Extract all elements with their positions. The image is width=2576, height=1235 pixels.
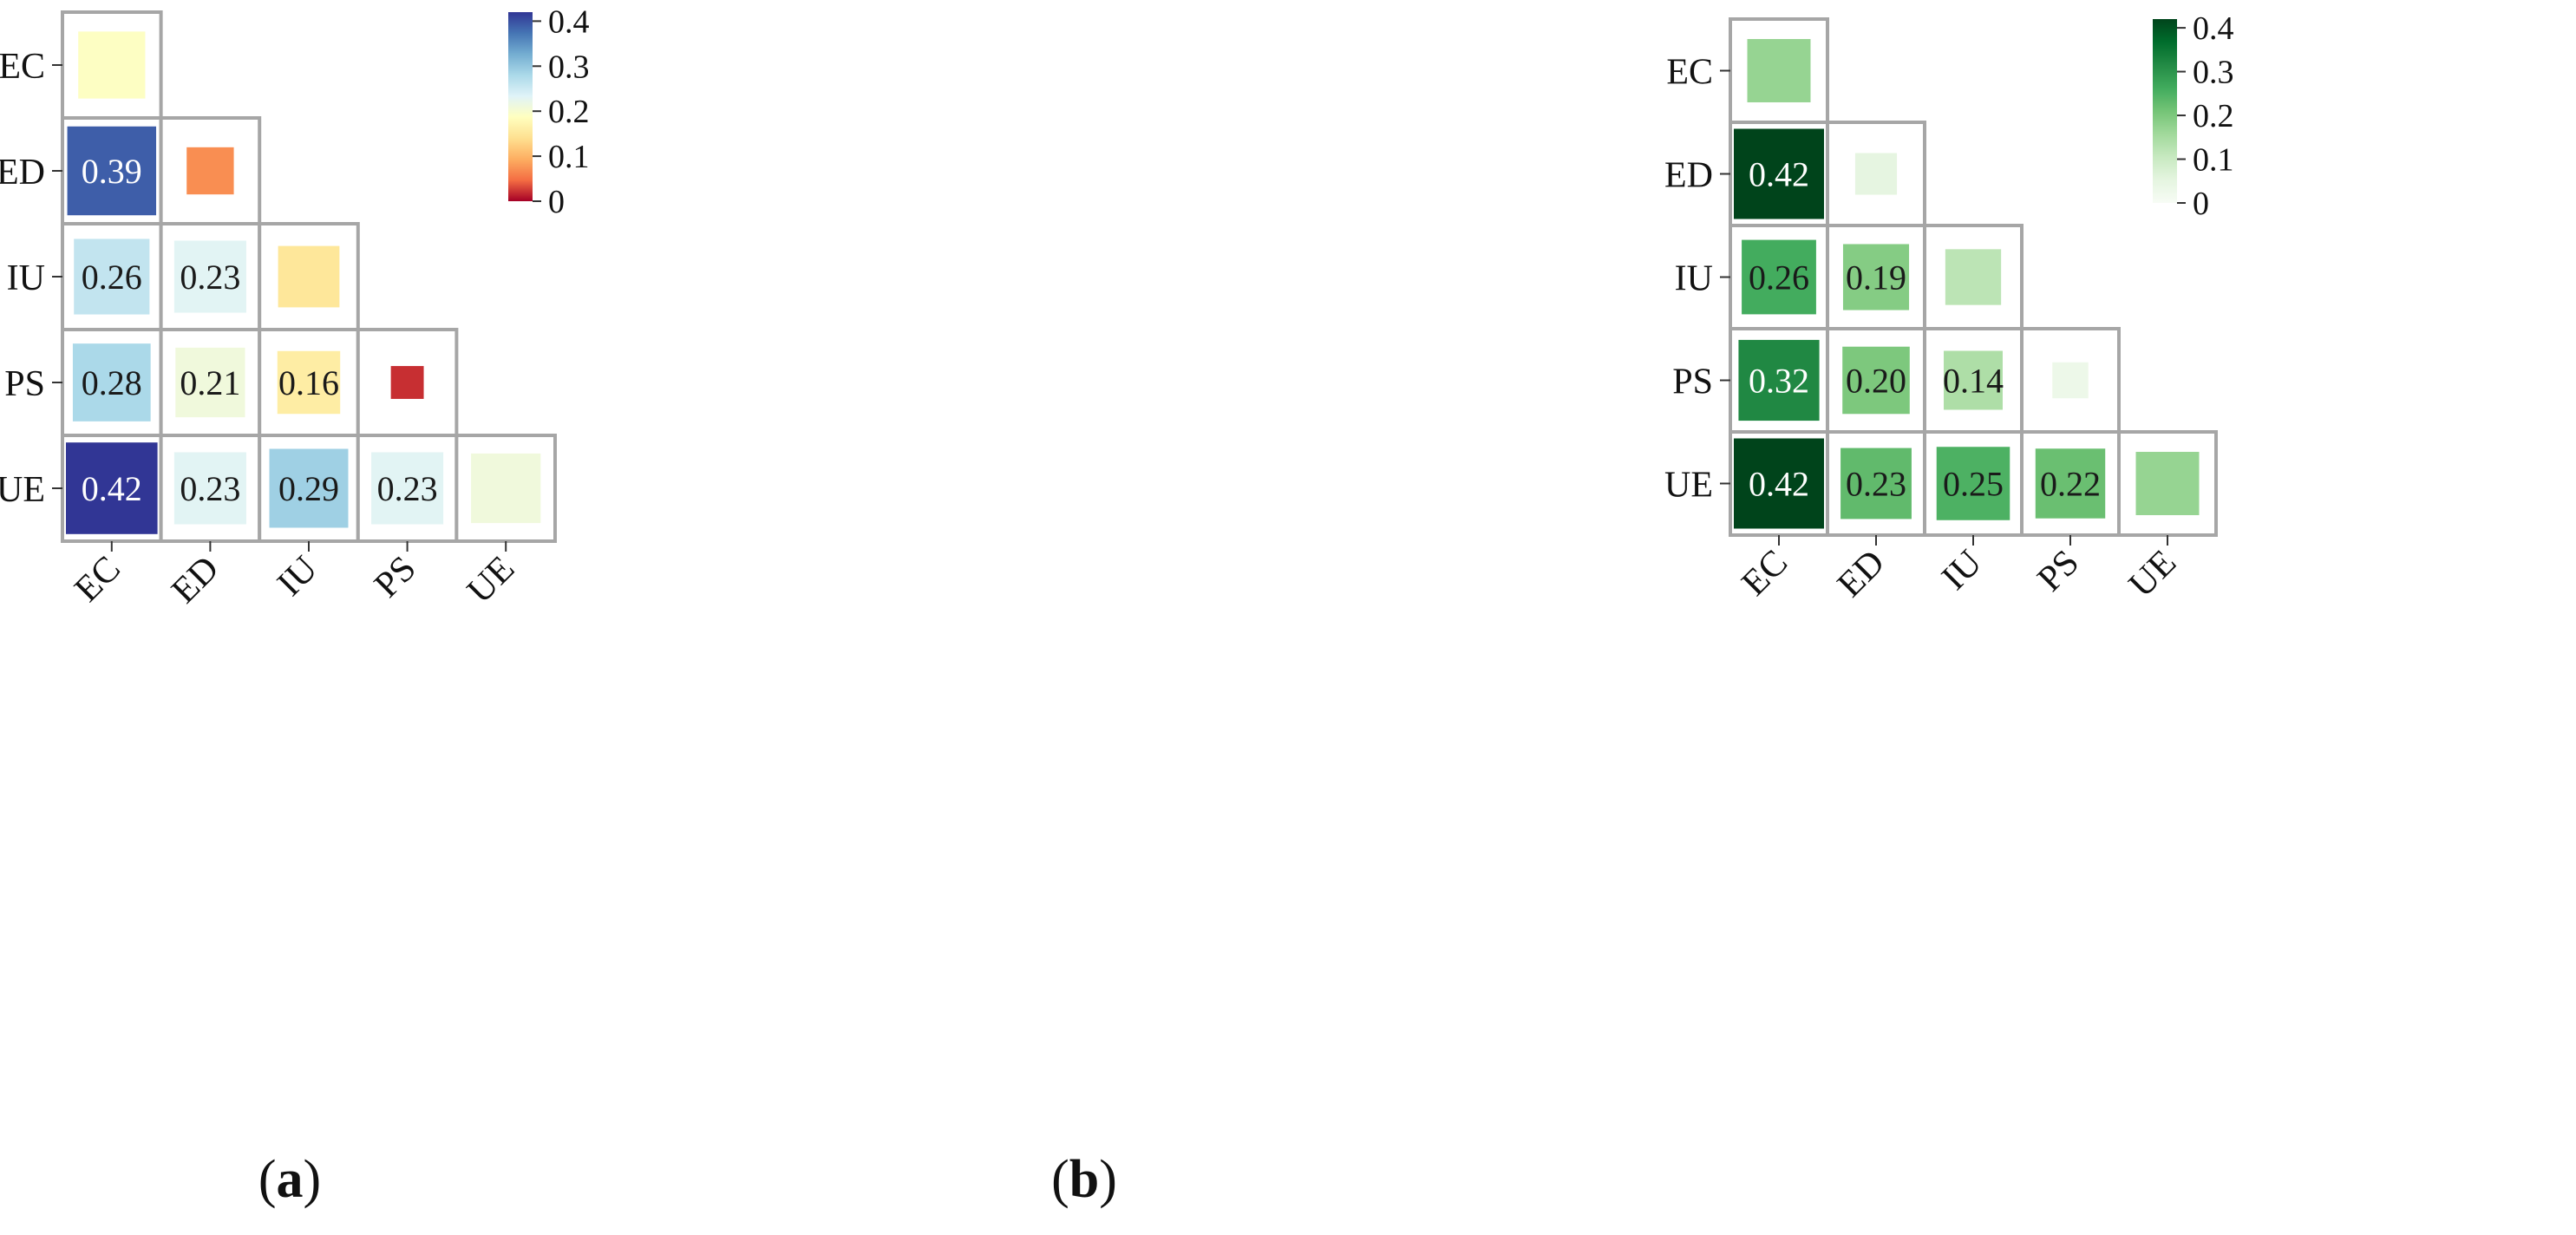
value-square-ps-ec [72,343,151,421]
x-tick-label-ed: ED [164,549,226,611]
colorbar [2153,19,2177,203]
value-square-ue-ed [173,452,246,525]
value-label-ue-ed: 0.23 [1846,465,1906,504]
panel-label-a: (a) [258,1150,321,1209]
x-tick-label-ps: PS [367,549,424,606]
value-square-ue-ps [371,452,444,525]
x-tick-label-iu: IU [270,549,325,604]
colorbar-tick-label-3: 0.3 [2193,55,2234,91]
heatmap-b-svg: 0.420.26 0.190.32 0.20 0.140.42 0.23 0.25 0.22… [1051,10,2234,1209]
value-square-ed-ed [1854,153,1898,195]
value-square-ed-ec [1734,128,1824,219]
value-square-iu-iu [278,245,340,308]
colorbar-tick-label-3: 0.3 [548,49,590,85]
value-label-ps-iu: 0.16 [278,363,339,402]
y-tick-label-ue: UE [1664,466,1713,506]
value-label-iu-ed: 0.19 [1846,258,1906,297]
value-square-ps-ps [2052,362,2089,399]
value-square-ue-ue [471,453,541,524]
value-label-ue-ed: 0.23 [180,469,240,508]
value-label-ps-ec: 0.28 [82,363,142,402]
y-tick-label-iu: IU [1675,259,1713,299]
value-label-iu-ec: 0.26 [82,258,142,297]
x-tick-label-ec: EC [67,549,127,610]
colorbar-tick-label-4: 0.4 [548,3,590,40]
colorbar-tick-label-0: 0 [2193,186,2209,222]
x-tick-label-ed: ED [1830,543,1893,605]
value-label-ue-ps: 0.22 [2040,465,2101,504]
value-square-ue-ec [66,442,158,534]
colorbar [508,12,533,201]
colorbar-tick-label-0: 0 [548,184,565,220]
value-square-iu-ed [173,240,246,313]
value-square-iu-ec [1742,239,1816,315]
colorbar-tick-label-2: 0.2 [548,94,590,130]
value-label-ue-iu: 0.25 [1943,465,2004,504]
value-square-ue-iu [269,448,349,528]
value-label-ps-ec: 0.32 [1749,362,1809,401]
value-square-ec-ec [78,31,146,99]
value-square-ps-ed [175,347,245,418]
value-label-ue-ps: 0.23 [377,469,438,508]
value-square-ps-ps [390,366,424,399]
y-tick-label-ue: UE [0,470,45,510]
x-tick-label-ec: EC [1735,543,1795,604]
value-square-iu-ec [74,239,150,315]
y-tick-label-ec: EC [1666,53,1713,93]
value-square-ed-ec [67,126,157,216]
value-square-ue-iu [1936,447,2010,520]
value-square-ps-ed [1842,346,1910,415]
value-label-ed-ec: 0.42 [1749,155,1809,194]
x-tick-label-ue: UE [2122,543,2184,605]
value-square-ue-ec [1734,438,1824,529]
value-square-ec-ec [1747,39,1811,102]
value-square-ps-iu [277,350,341,415]
value-label-ue-ec: 0.42 [1749,465,1809,504]
correlation-heatmap-b: 0.42 0.26 0.19 0.32 0.20 0.14 0.42 0.23 0.25 0.22… [1051,0,2576,1235]
value-label-iu-ec: 0.26 [1749,258,1809,297]
value-square-ps-iu [1944,350,2003,410]
value-label-ue-ec: 0.42 [82,469,142,508]
colorbar-tick-label-1: 0.1 [2193,142,2234,179]
value-square-ue-ps [2035,448,2106,519]
value-square-ue-ue [2135,452,2200,515]
colorbar-tick-label-2: 0.2 [2193,98,2234,134]
y-tick-label-ps: PS [1672,363,1713,402]
colorbar-tick-label-4: 0.4 [2193,10,2234,47]
heatmap-a-svg: 0.39 0.26 0.23 0.28 0.21 0.16 0.42 0.23 0.29 0.23… [0,3,590,1209]
y-tick-label-ec: EC [0,47,45,87]
value-label-ed-ec: 0.39 [82,152,142,191]
value-square-iu-ed [1842,244,1910,310]
value-label-ps-iu: 0.14 [1943,362,2004,401]
value-square-ue-ed [1840,448,1912,519]
value-label-iu-ed: 0.23 [180,258,240,297]
y-tick-label-ed: ED [0,153,45,193]
value-square-ps-ec [1738,339,1820,421]
panel-label-b: (b) [1051,1150,1117,1209]
value-square-ed-ed [186,147,234,195]
value-label-ps-ed: 0.20 [1846,362,1906,401]
value-square-iu-iu [1945,249,2002,305]
value-label-ps-ed: 0.21 [180,363,240,402]
x-tick-label-iu: IU [1934,543,1990,598]
colorbar-tick-label-1: 0.1 [548,139,590,175]
x-tick-label-ue: UE [460,549,522,611]
y-tick-label-ed: ED [1664,156,1713,196]
x-tick-label-ps: PS [2030,543,2088,600]
y-tick-label-ps: PS [4,364,45,404]
y-tick-label-iu: IU [7,258,45,298]
value-label-ue-iu: 0.29 [278,469,339,508]
correlation-heatmap-a: 0.39 0.26 0.23 0.28 0.21 0.16 0.42 0.23 0.29 0.23… [0,0,1284,1235]
